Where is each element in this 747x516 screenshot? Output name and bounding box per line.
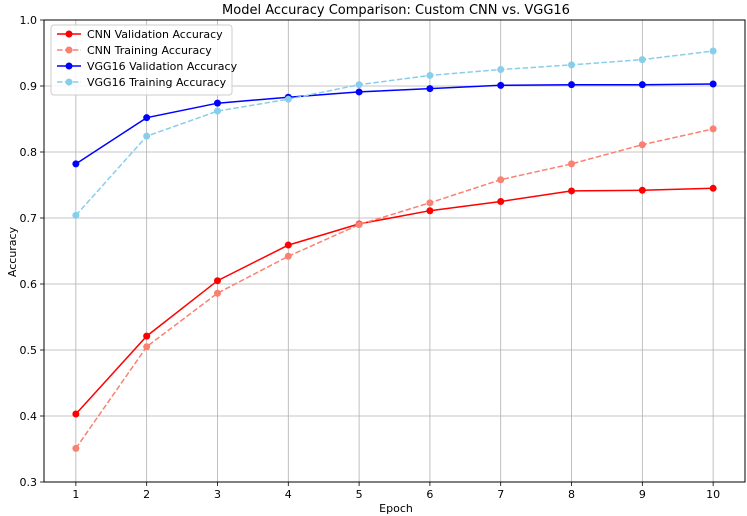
data-point	[709, 47, 717, 55]
y-tick-label: 0.4	[20, 410, 38, 423]
x-tick-label: 3	[214, 488, 221, 501]
legend-item: CNN Training Accuracy	[57, 44, 212, 57]
data-point	[72, 444, 80, 452]
x-axis-label: Epoch	[379, 502, 413, 515]
data-point	[143, 343, 151, 351]
x-tick-label: 7	[497, 488, 504, 501]
data-point	[72, 160, 80, 168]
data-point	[213, 107, 221, 115]
plot-frame	[43, 19, 746, 483]
data-point	[638, 186, 646, 194]
data-point	[213, 277, 221, 285]
y-tick-label: 0.8	[20, 146, 38, 159]
data-point	[426, 85, 434, 93]
series-line	[75, 128, 714, 449]
data-point	[568, 81, 576, 89]
data-point	[568, 61, 576, 69]
series-line	[75, 50, 714, 216]
axis-ticks: 1 2 3 4 5 6 7 8 9 10 0.3 0.4 0.5 0.6 0.7 0.8 0.9 1.0	[20, 14, 721, 501]
data-point	[426, 71, 434, 79]
y-tick-label: 0.7	[20, 212, 38, 225]
y-axis-label: Accuracy	[6, 226, 19, 277]
data-point	[213, 99, 221, 107]
series-1	[72, 184, 717, 418]
data-point	[213, 289, 221, 297]
series-line	[75, 187, 714, 415]
data-point	[72, 211, 80, 219]
data-point	[568, 160, 576, 168]
data-point	[355, 88, 363, 96]
data-point	[709, 80, 717, 88]
legend-marker	[65, 78, 73, 86]
data-point	[497, 198, 505, 205]
series-2	[72, 125, 717, 452]
data-point	[638, 56, 646, 64]
data-point	[143, 114, 151, 122]
x-tick-label: 5	[356, 488, 363, 501]
legend-marker	[65, 46, 73, 54]
legend-label: CNN Training Accuracy	[87, 44, 212, 57]
data-point	[497, 176, 505, 184]
x-tick-label: 6	[426, 488, 433, 501]
data-point	[355, 221, 363, 229]
legend-frame	[50, 24, 233, 96]
legend-item: VGG16 Training Accuracy	[57, 76, 227, 89]
data-point	[497, 66, 505, 73]
legend-label: CNN Validation Accuracy	[87, 28, 223, 41]
legend-item: VGG16 Validation Accuracy	[57, 60, 238, 73]
y-tick-label: 0.3	[20, 476, 38, 489]
series-layer	[72, 47, 717, 452]
chart-title: Model Accuracy Comparison: Custom CNN vs…	[222, 3, 570, 18]
series-4	[72, 47, 717, 219]
series-line	[75, 83, 714, 165]
x-tick-label: 8	[568, 488, 575, 501]
data-point	[143, 332, 151, 340]
y-tick-label: 0.5	[20, 344, 38, 357]
data-point	[426, 207, 434, 215]
legend-item: CNN Validation Accuracy	[57, 28, 223, 41]
data-point	[72, 410, 80, 418]
data-point	[638, 81, 646, 89]
x-tick-label: 10	[706, 488, 720, 501]
legend-marker	[65, 62, 73, 70]
y-tick-label: 1.0	[20, 14, 38, 27]
x-tick-label: 4	[285, 488, 292, 501]
y-tick-label: 0.6	[20, 278, 38, 291]
data-point	[709, 184, 717, 192]
x-tick-label: 1	[72, 488, 79, 501]
x-tick-label: 9	[639, 488, 646, 501]
series-3	[72, 80, 717, 168]
data-point	[284, 95, 292, 103]
data-point	[638, 141, 646, 149]
data-point	[709, 125, 717, 133]
data-point	[143, 132, 151, 140]
x-tick-label: 2	[143, 488, 150, 501]
data-point	[426, 199, 434, 207]
data-point	[568, 187, 576, 195]
legend-label: VGG16 Validation Accuracy	[87, 60, 238, 73]
legend-label: VGG16 Training Accuracy	[87, 76, 227, 89]
data-point	[284, 241, 292, 249]
legend-marker	[65, 30, 73, 38]
legend: CNN Validation Accuracy CNN Training Accu…	[50, 24, 238, 96]
data-point	[284, 252, 292, 260]
data-point	[497, 81, 505, 89]
data-point	[355, 81, 363, 89]
y-tick-label: 0.9	[20, 80, 38, 93]
